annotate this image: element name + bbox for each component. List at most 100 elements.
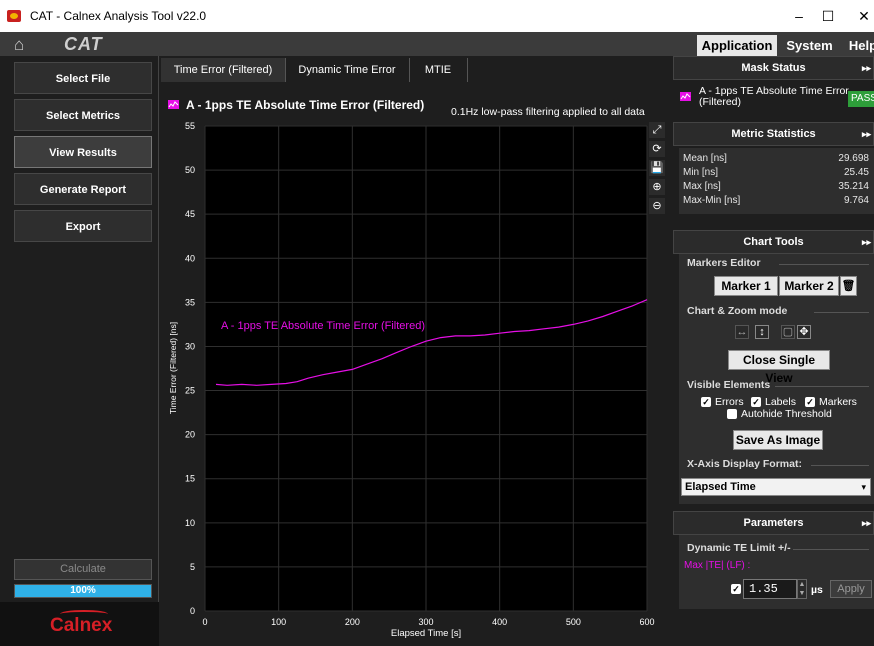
parameters-title: Parameters [743, 517, 804, 529]
te-limit-checkbox[interactable]: ✓ [731, 584, 741, 594]
x-axis-format-select[interactable]: Elapsed Time ▾ [681, 478, 871, 496]
minimize-button[interactable]: – [795, 8, 803, 24]
maximize-button[interactable]: ☐ [821, 8, 835, 24]
delete-marker-icon[interactable]: 🗑 [840, 276, 857, 296]
zoom-in-icon[interactable]: ⊕ [649, 179, 665, 195]
select-file-button[interactable]: Select File [14, 62, 152, 94]
chart-tools-header[interactable]: Chart Tools ▸▸ [673, 230, 874, 254]
select-metrics-button[interactable]: Select Metrics [14, 99, 152, 131]
metric-statistics-title: Metric Statistics [731, 128, 816, 140]
right-panel: Mask Status ▸▸ A - 1pps TE Absolute Time… [673, 56, 874, 646]
chart-tools-title: Chart Tools [743, 236, 804, 248]
mask-status-header[interactable]: Mask Status ▸▸ [673, 56, 874, 80]
autohide-checkbox[interactable] [727, 409, 737, 419]
series-chart-icon [680, 92, 691, 101]
close-button[interactable]: ✕ [858, 8, 870, 24]
close-single-view-button[interactable]: Close Single View [728, 350, 830, 385]
expand-icon[interactable]: ⤢ [649, 122, 665, 138]
parameters-header[interactable]: Parameters ▸▸ [673, 511, 874, 535]
expand-chevron-icon[interactable]: ▸▸ [861, 518, 871, 528]
stat-mean: Mean [ns] 29.698 [683, 153, 871, 165]
metric-statistics-header[interactable]: Metric Statistics ▸▸ [673, 122, 874, 146]
app-icon [7, 10, 21, 22]
max-te-label: Max |TE| (LF) : [684, 560, 751, 571]
progress-label: 100% [70, 585, 96, 596]
expand-chevron-icon[interactable]: ▸▸ [861, 129, 871, 139]
vertical-zoom-icon[interactable]: ↕ [755, 325, 769, 339]
zoom-out-icon[interactable]: ⊖ [649, 198, 665, 214]
y-tick-label: 15 [185, 474, 195, 484]
x-tick-label: 100 [271, 617, 286, 627]
mask-status-title: Mask Status [741, 62, 806, 74]
stat-label: Mean [ns] [683, 153, 727, 164]
x-tick-label: 600 [639, 617, 654, 627]
save-as-image-button[interactable]: Save As Image [733, 430, 823, 450]
expand-chevron-icon[interactable]: ▸▸ [861, 63, 871, 73]
left-sidebar: Select File Select Metrics View Results … [0, 56, 159, 646]
calculate-button[interactable]: Calculate [14, 559, 152, 580]
stat-label: Min [ns] [683, 167, 719, 178]
expand-chevron-icon[interactable]: ▸▸ [861, 237, 871, 247]
markers-editor-label: Markers Editor [687, 257, 761, 269]
tab-help[interactable]: Help [848, 38, 874, 53]
series-label: A - 1pps TE Absolute Time Error (Filtere… [221, 320, 425, 332]
generate-report-button[interactable]: Generate Report [14, 173, 152, 205]
apply-button[interactable]: Apply [830, 580, 872, 598]
x-tick-label: 500 [566, 617, 581, 627]
home-icon[interactable]: ⌂ [14, 35, 25, 54]
stat-label: Max [ns] [683, 181, 721, 192]
brand-logo: Calnex [50, 615, 113, 636]
y-tick-label: 0 [190, 606, 195, 616]
y-tick-label: 5 [190, 562, 195, 572]
stat-value: 29.698 [838, 153, 869, 164]
mask-status-item: A - 1pps TE Absolute Time Error (Filtere… [699, 85, 849, 108]
te-unit-label: µs [811, 584, 823, 596]
save-icon[interactable]: 💾 [649, 160, 665, 176]
horizontal-zoom-icon[interactable]: ↔ [735, 325, 749, 339]
y-tick-label: 55 [185, 121, 195, 131]
errors-checkbox[interactable]: ✓ [701, 397, 711, 407]
x-tick-label: 400 [492, 617, 507, 627]
time-error-chart[interactable]: 0 5 10 15 20 25 30 35 40 45 50 55 0 100 200 300 400 500 60… [159, 116, 659, 644]
tab-dynamic-time-error[interactable]: Dynamic Time Error [285, 58, 410, 82]
x-axis-format-label: X-Axis Display Format: [687, 458, 802, 470]
markers-checkbox[interactable]: ✓ [805, 397, 815, 407]
stat-value: 25.45 [843, 167, 869, 178]
marker-1-button[interactable]: Marker 1 [714, 276, 778, 296]
divider [811, 465, 869, 466]
top-menu-bar: ⌂ CAT Application System Help [0, 32, 874, 56]
chart-title: A - 1pps TE Absolute Time Error (Filtere… [186, 98, 425, 112]
te-limit-input[interactable]: 1.35 [743, 579, 797, 599]
divider [779, 264, 869, 265]
x-axis-format-value: Elapsed Time [685, 481, 756, 493]
y-tick-label: 10 [185, 518, 195, 528]
errors-label: Errors [715, 396, 744, 408]
tab-system[interactable]: System [786, 38, 833, 53]
visible-elements-label: Visible Elements [687, 379, 771, 391]
marker-2-button[interactable]: Marker 2 [779, 276, 839, 296]
stat-min: Min [ns] 25.45 [683, 167, 871, 179]
y-tick-label: 50 [185, 165, 195, 175]
refresh-icon[interactable]: ⟳ [649, 141, 665, 157]
y-tick-label: 45 [185, 209, 195, 219]
pan-icon[interactable]: ✥ [797, 325, 811, 339]
y-tick-label: 30 [185, 341, 195, 351]
chart-area: Time Error (Filtered) Dynamic Time Error… [159, 56, 673, 646]
te-limit-stepper[interactable]: ▲ ▼ [797, 579, 807, 599]
series-chart-icon [168, 100, 179, 109]
tab-application[interactable]: Application [697, 35, 777, 56]
divider [793, 549, 869, 550]
tab-time-error-filtered[interactable]: Time Error (Filtered) [161, 58, 286, 82]
x-axis-label: Elapsed Time [s] [391, 628, 461, 639]
export-button[interactable]: Export [14, 210, 152, 242]
stat-max: Max [ns] 35.214 [683, 181, 871, 193]
tab-mtie[interactable]: MTIE [409, 58, 468, 82]
y-tick-label: 25 [185, 386, 195, 396]
progress-fill [15, 585, 151, 597]
view-results-button[interactable]: View Results [14, 136, 152, 168]
cat-logo: CAT [64, 34, 103, 54]
y-axis-label: Time Error (Filtered) [ns] [168, 322, 178, 414]
box-zoom-icon[interactable]: ▢ [781, 325, 795, 339]
labels-checkbox[interactable]: ✓ [751, 397, 761, 407]
chevron-down-icon: ▾ [861, 482, 866, 492]
